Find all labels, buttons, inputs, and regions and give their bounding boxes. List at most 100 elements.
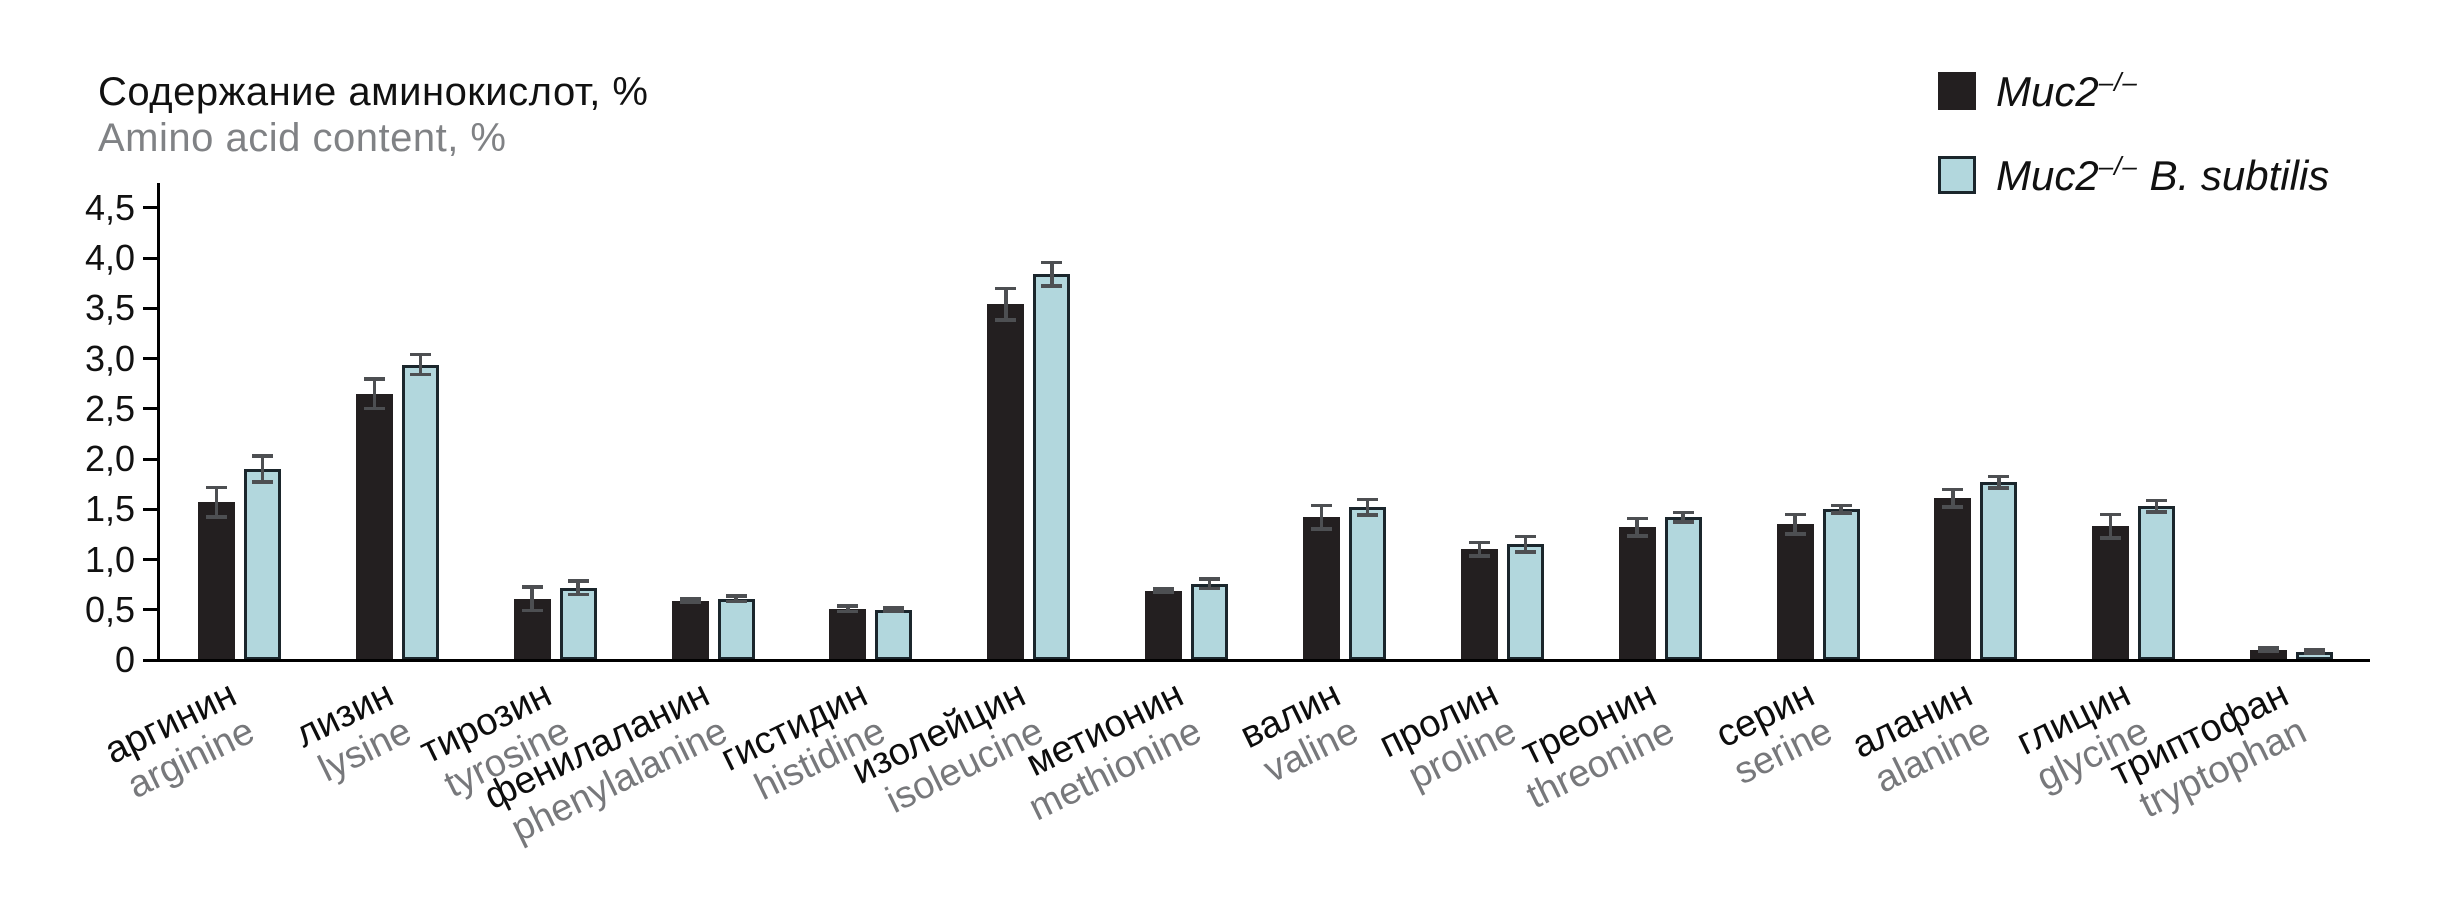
error-bar-line — [1477, 542, 1482, 557]
error-bar-line — [2312, 649, 2317, 654]
error-bar-line — [1681, 512, 1685, 523]
bar-serine-bsubtilis — [1822, 509, 1860, 660]
y-tick-mark — [143, 357, 158, 360]
error-bar-cap-top — [1784, 512, 1806, 517]
bar-histidine-bsubtilis — [875, 609, 913, 660]
error-bar-line — [1004, 288, 1008, 321]
error-bar-cap-top — [995, 286, 1017, 291]
legend-superscript: –/– — [2098, 150, 2138, 181]
error-bar-cap-bottom — [1830, 511, 1852, 515]
y-tick-label: 1,0 — [84, 538, 135, 580]
y-tick-mark — [143, 558, 158, 561]
error-bar-cap-bottom — [521, 608, 543, 613]
bar-arginine-bsubtilis — [244, 469, 281, 660]
y-tick-mark — [143, 658, 158, 662]
bar-phenylalanine-muc2 — [671, 600, 709, 660]
bar-proline-bsubtilis — [1506, 544, 1544, 660]
x-axis — [157, 659, 2370, 662]
error-bar-cap-top — [1199, 577, 1221, 581]
error-bar-cap-bottom — [1942, 505, 1964, 509]
error-bar-line — [576, 580, 580, 595]
error-bar-line — [2266, 647, 2271, 652]
y-tick-label: 0 — [114, 639, 135, 680]
legend-label-muc2-bsubtilis: Muc2–/– B. subtilis — [1996, 151, 2329, 200]
error-bar-line — [734, 595, 738, 602]
error-bar-cap-bottom — [883, 609, 905, 614]
legend-superscript: –/– — [2098, 66, 2138, 97]
error-bar-cap-top — [1468, 540, 1490, 545]
error-bar-line — [892, 607, 896, 612]
error-bar-cap-bottom — [2304, 651, 2326, 656]
error-bar-cap-top — [2100, 512, 2122, 517]
error-bar-cap-top — [2146, 498, 2168, 503]
legend-item-muc2-bsubtilis: Muc2–/– B. subtilis — [1938, 151, 2329, 199]
error-bar-cap-bottom — [1626, 534, 1648, 538]
bar-threonine-muc2 — [1618, 527, 1656, 660]
error-bar-cap-top — [1356, 497, 1378, 502]
bar-alanine-muc2 — [1934, 498, 1972, 660]
error-bar-line — [372, 378, 377, 409]
bar-methionine-bsubtilis — [1191, 583, 1229, 660]
error-bar-cap-bottom — [2258, 649, 2280, 654]
error-bar-cap-bottom — [679, 600, 701, 605]
error-bar-cap-top — [521, 585, 543, 589]
y-tick-label: 2,5 — [84, 387, 135, 429]
error-bar-line — [846, 605, 850, 612]
legend-text: B. subtilis — [2137, 151, 2330, 199]
error-bar-cap-top — [1310, 503, 1332, 508]
error-bar-cap-bottom — [206, 515, 227, 519]
error-bar-line — [1365, 499, 1370, 516]
error-bar-cap-top — [363, 377, 385, 381]
bar-valine-muc2 — [1302, 517, 1340, 660]
bar-glycine-bsubtilis — [2138, 506, 2176, 660]
error-bar-cap-top — [1514, 534, 1536, 539]
y-tick-mark — [143, 457, 158, 461]
error-bar-line — [260, 455, 265, 483]
error-bar-cap-bottom — [995, 318, 1017, 322]
error-bar-line — [1635, 518, 1639, 537]
bar-tyrosine-bsubtilis — [559, 587, 597, 660]
error-bar-cap-top — [725, 594, 747, 598]
y-tick-label: 0,5 — [84, 588, 135, 630]
legend-item-muc2: Muc2–/– — [1938, 67, 2329, 115]
error-bar-cap-bottom — [363, 406, 385, 411]
error-bar-cap-top — [1830, 503, 1852, 508]
bar-threonine-bsubtilis — [1664, 517, 1702, 660]
y-axis — [157, 183, 160, 662]
chart-title-ru: Содержание аминокислот, % — [98, 70, 649, 114]
y-tick-mark — [143, 206, 158, 210]
error-bar-cap-top — [1988, 474, 2010, 479]
error-bar-cap-bottom — [1041, 284, 1063, 288]
error-bar-cap-bottom — [1988, 486, 2010, 490]
error-bar-cap-bottom — [1153, 590, 1175, 595]
error-bar-cap-bottom — [1468, 554, 1490, 558]
bar-arginine-muc2 — [198, 502, 235, 660]
error-bar-line — [1793, 514, 1797, 535]
y-tick-label: 3,0 — [84, 337, 135, 379]
bar-lysine-bsubtilis — [401, 364, 439, 660]
error-bar-cap-top — [1041, 260, 1063, 265]
error-bar-line — [1161, 588, 1166, 593]
y-tick-mark — [143, 608, 158, 612]
y-tick-label: 4,5 — [84, 186, 135, 228]
bar-histidine-muc2 — [829, 608, 867, 660]
bar-isoleucine-muc2 — [987, 304, 1025, 660]
error-bar-line — [2108, 514, 2113, 539]
bar-alanine-bsubtilis — [1980, 482, 2018, 660]
y-tick-mark — [143, 407, 158, 411]
error-bar-cap-top — [1942, 487, 1964, 492]
legend-text: Muc2 — [1996, 67, 2099, 115]
legend-label-muc2: Muc2–/– — [1996, 67, 2138, 116]
y-tick-label: 2,0 — [84, 438, 135, 479]
y-tick-label: 1,5 — [84, 488, 135, 530]
legend-text: Muc2 — [1996, 151, 2099, 199]
error-bar-line — [688, 598, 692, 603]
error-bar-line — [1050, 262, 1054, 287]
chart-title-en: Amino acid content, % — [98, 116, 507, 160]
y-tick-mark — [143, 306, 158, 310]
error-bar-cap-top — [1626, 516, 1648, 521]
error-bar-cap-bottom — [725, 599, 747, 604]
error-bar-cap-bottom — [1514, 550, 1536, 554]
legend-swatch-blue — [1938, 156, 1976, 194]
